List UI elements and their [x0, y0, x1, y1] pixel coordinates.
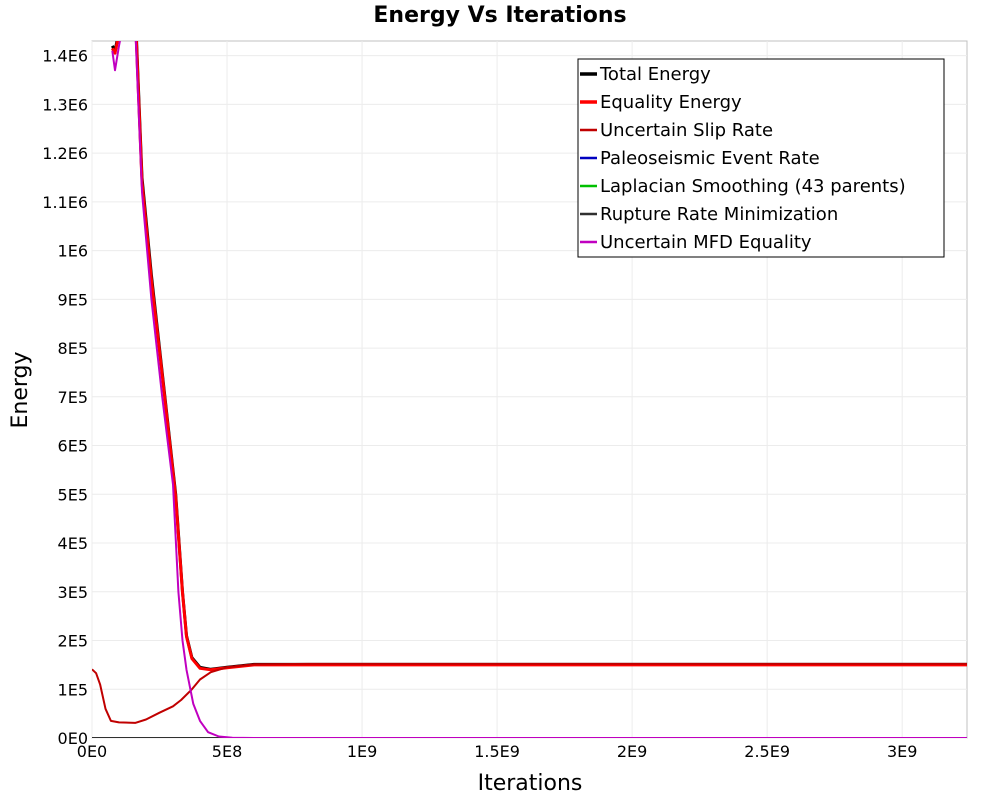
x-tick-label: 3E9 — [887, 742, 917, 761]
y-tick-label: 1.1E6 — [42, 193, 88, 212]
y-axis-label: Energy — [8, 351, 33, 428]
series-line-6 — [111, 41, 967, 738]
y-tick-label: 0E0 — [58, 729, 88, 748]
y-tick-label: 4E5 — [58, 534, 88, 553]
y-tick-label: 3E5 — [58, 583, 88, 602]
legend-label: Total Energy — [599, 64, 711, 85]
legend-label: Uncertain MFD Equality — [600, 232, 812, 253]
axis-ticks: 0E0 5E8 1E9 1.5E9 2E9 2.5E9 3E9 0E0 1E5 2E5 3E5 4E5… — [42, 47, 917, 761]
x-tick-label: 1.5E9 — [474, 742, 520, 761]
chart-title: Energy Vs Iterations — [373, 3, 626, 28]
y-tick-label: 9E5 — [58, 290, 88, 309]
legend-label: Uncertain Slip Rate — [600, 120, 773, 141]
legend-label: Paleoseismic Event Rate — [600, 148, 820, 169]
legend-label: Equality Energy — [600, 92, 742, 113]
y-tick-label: 8E5 — [58, 339, 88, 358]
x-tick-label: 1E9 — [347, 742, 377, 761]
legend: Total Energy Equality Energy Uncertain Sli… — [577, 58, 945, 258]
y-tick-label: 7E5 — [58, 388, 88, 407]
x-axis-label: Iterations — [478, 771, 583, 796]
x-tick-label: 5E8 — [212, 742, 242, 761]
y-tick-label: 1.3E6 — [42, 95, 88, 114]
grid-lines — [91, 41, 967, 739]
series-lines — [92, 41, 967, 738]
series-line-2 — [92, 662, 967, 724]
x-tick-label: 0E0 — [77, 742, 107, 761]
y-tick-label: 2E5 — [58, 632, 88, 651]
x-tick-label: 2E9 — [617, 742, 647, 761]
y-tick-label: 5E5 — [58, 485, 88, 504]
y-tick-label: 1E5 — [58, 680, 88, 699]
legend-label: Laplacian Smoothing (43 parents) — [600, 176, 906, 197]
y-tick-label: 6E5 — [58, 437, 88, 456]
y-tick-label: 1.2E6 — [42, 144, 88, 163]
legend-box — [577, 58, 945, 258]
x-tick-label: 2.5E9 — [744, 742, 790, 761]
y-tick-label: 1E6 — [58, 242, 88, 261]
y-tick-label: 1.4E6 — [42, 47, 88, 66]
legend-label: Rupture Rate Minimization — [600, 204, 838, 225]
